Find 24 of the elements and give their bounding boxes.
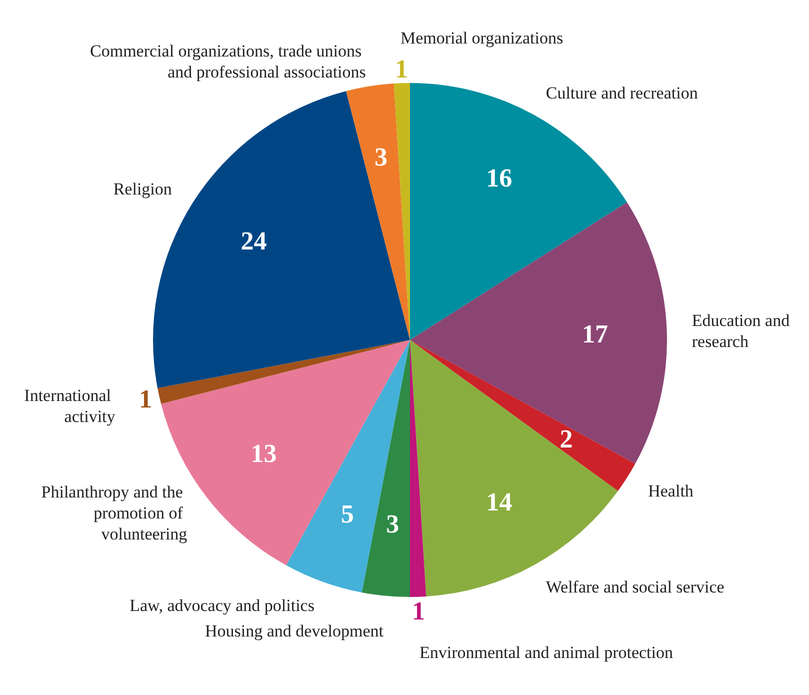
data-label: 1 [412, 596, 426, 626]
slice-label: Law, advocacy and politics [130, 596, 314, 615]
data-label: 3 [386, 510, 400, 539]
data-label: 13 [250, 438, 277, 468]
slice-label: Commercial organizations, trade unions and professional associations [90, 41, 366, 82]
data-label: 5 [340, 500, 354, 529]
slice-label: Memorial organizations [400, 28, 564, 48]
data-label: 2 [560, 424, 573, 454]
data-label: 3 [374, 142, 388, 172]
data-label: 1 [139, 384, 152, 414]
slice-label: Health [648, 482, 694, 501]
slice-label: Education and research [692, 311, 794, 352]
slice-label: International activity [24, 386, 116, 426]
slice-label: Environmental and animal protection [419, 642, 674, 662]
slice-label: Housing and development [204, 622, 384, 641]
slice-label: Culture and recreation [546, 83, 698, 102]
data-label: 1 [394, 54, 408, 84]
slice-label: Religion [113, 179, 172, 198]
slice-label: Welfare and social service [546, 578, 724, 597]
data-label: 24 [240, 226, 267, 256]
data-label: 17 [582, 320, 608, 349]
data-label: 16 [486, 163, 512, 192]
slice-label: Philanthropy and the promotion of volunteering [41, 482, 188, 544]
data-label: 14 [486, 488, 512, 517]
